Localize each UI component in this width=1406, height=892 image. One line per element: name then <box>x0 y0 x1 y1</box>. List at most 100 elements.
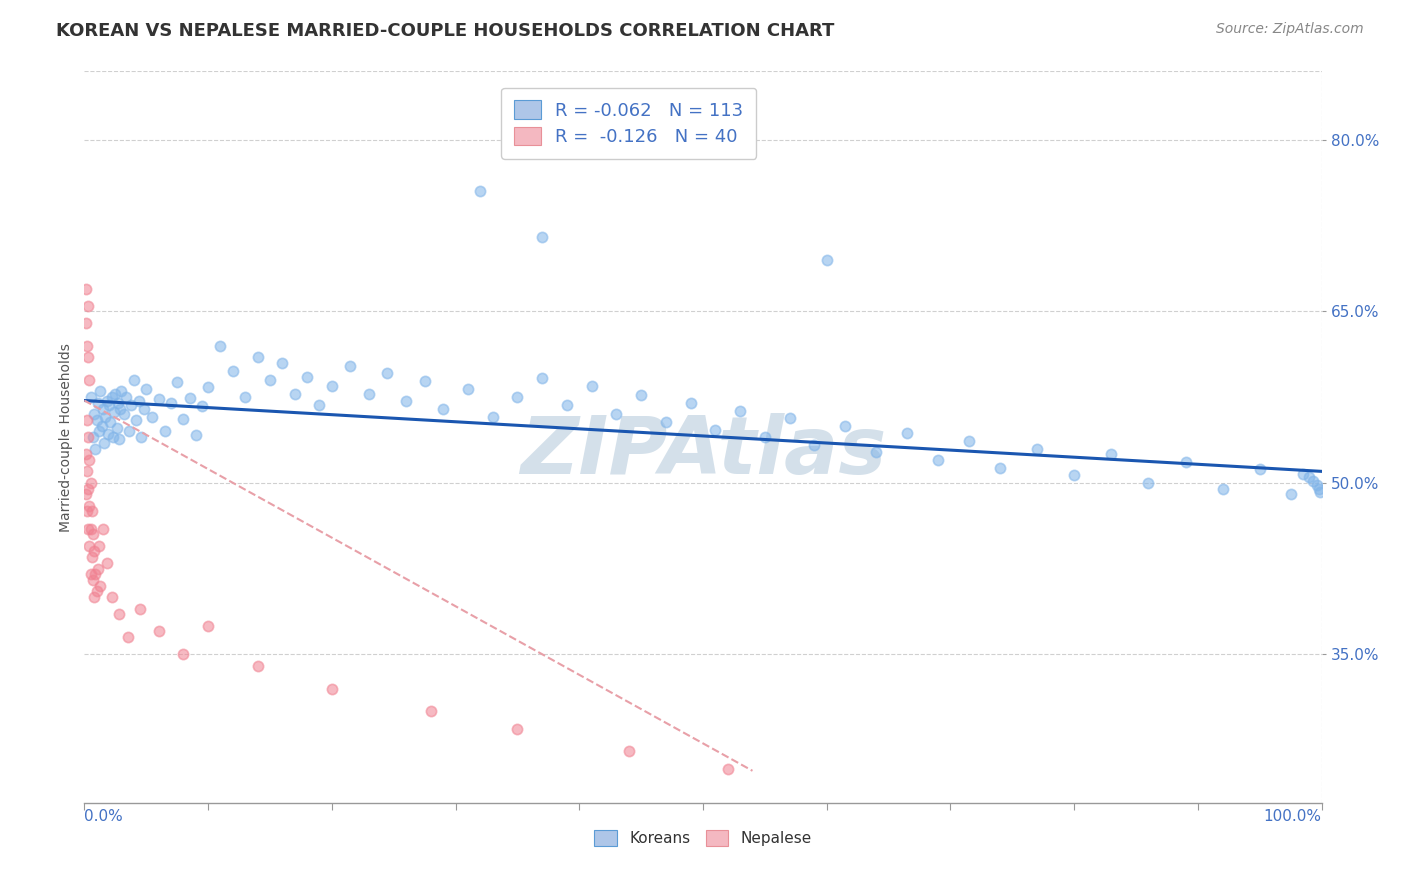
Point <box>79 475 101 490</box>
Point <box>94 409 117 424</box>
Point <box>118 425 141 439</box>
Point <box>1308 482 1330 496</box>
Point <box>108 607 131 622</box>
Point <box>97 426 120 441</box>
Point <box>117 630 139 644</box>
Point <box>927 453 949 467</box>
Point <box>87 561 110 575</box>
Point <box>321 378 343 392</box>
Point <box>197 380 219 394</box>
Point <box>76 464 98 478</box>
Point <box>79 539 101 553</box>
Point <box>834 418 856 433</box>
Point <box>80 504 103 518</box>
Point <box>84 442 107 456</box>
Point <box>86 584 108 599</box>
Point <box>717 762 740 776</box>
Point <box>803 438 825 452</box>
Point <box>655 415 678 429</box>
Point <box>89 579 111 593</box>
Point <box>728 404 751 418</box>
Point <box>77 482 100 496</box>
Point <box>75 281 97 295</box>
Point <box>284 386 307 401</box>
Point <box>1305 478 1327 492</box>
Legend: Koreans, Nepalese: Koreans, Nepalese <box>586 822 820 854</box>
Point <box>179 391 201 405</box>
Point <box>233 390 256 404</box>
Point <box>90 418 112 433</box>
Point <box>153 425 176 439</box>
Point <box>197 618 219 632</box>
Point <box>865 445 887 459</box>
Point <box>259 373 281 387</box>
Point <box>77 430 100 444</box>
Point <box>246 658 269 673</box>
Point <box>79 453 101 467</box>
Point <box>630 388 652 402</box>
Point <box>100 390 122 404</box>
Point <box>108 433 131 447</box>
Point <box>1063 467 1085 482</box>
Point <box>779 410 801 425</box>
Point <box>75 316 97 330</box>
Point <box>104 386 127 401</box>
Point <box>988 461 1011 475</box>
Point <box>129 430 152 444</box>
Point <box>679 396 702 410</box>
Point <box>481 409 503 424</box>
Point <box>80 550 103 565</box>
Point <box>83 590 105 604</box>
Point <box>129 601 152 615</box>
Point <box>125 413 148 427</box>
Text: 100.0%: 100.0% <box>1264 808 1322 823</box>
Point <box>1279 487 1302 501</box>
Point <box>89 425 111 439</box>
Point <box>1292 467 1315 481</box>
Point <box>377 366 399 380</box>
Point <box>76 504 98 518</box>
Point <box>79 521 101 535</box>
Point <box>76 339 98 353</box>
Point <box>98 398 121 412</box>
Point <box>103 405 125 419</box>
Text: 0.0%: 0.0% <box>84 808 124 823</box>
Point <box>172 647 194 661</box>
Point <box>83 407 105 421</box>
Point <box>184 427 207 442</box>
Point <box>339 359 361 374</box>
Point <box>531 230 554 244</box>
Point <box>815 252 838 267</box>
Point <box>209 339 232 353</box>
Point <box>321 681 343 696</box>
Point <box>115 390 138 404</box>
Point <box>506 722 529 736</box>
Point <box>581 378 603 392</box>
Point <box>246 350 269 364</box>
Point <box>75 447 97 461</box>
Point <box>1137 475 1160 490</box>
Point <box>105 421 128 435</box>
Point <box>79 390 101 404</box>
Point <box>77 299 100 313</box>
Point <box>506 390 529 404</box>
Point <box>112 407 135 421</box>
Point <box>96 393 118 408</box>
Point <box>84 567 107 582</box>
Point <box>395 393 418 408</box>
Point <box>222 364 245 378</box>
Point <box>82 430 104 444</box>
Point <box>96 556 118 570</box>
Point <box>1302 474 1324 488</box>
Point <box>110 384 132 399</box>
Point <box>77 350 100 364</box>
Point <box>91 401 114 416</box>
Point <box>470 185 492 199</box>
Text: KOREAN VS NEPALESE MARRIED-COUPLE HOUSEHOLDS CORRELATION CHART: KOREAN VS NEPALESE MARRIED-COUPLE HOUSEH… <box>56 22 835 40</box>
Point <box>166 376 188 390</box>
Point <box>704 423 727 437</box>
Point <box>605 407 627 421</box>
Point <box>100 590 122 604</box>
Point <box>1298 470 1320 484</box>
Point <box>82 573 104 587</box>
